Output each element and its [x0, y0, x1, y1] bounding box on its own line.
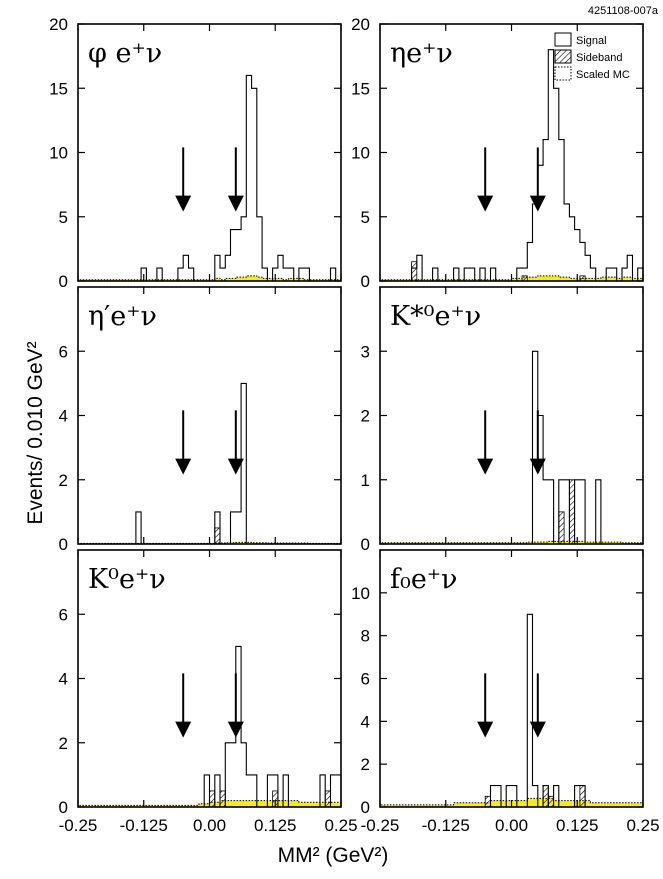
legend: Signal Sideband Scaled MC [554, 32, 630, 81]
y-tick-label: 4 [59, 670, 68, 689]
sideband-bar [558, 511, 565, 545]
cut-arrow-head [529, 195, 546, 212]
panel-0: 0 5 10 15 20 φ e⁺ν [49, 15, 342, 291]
x-axis-title: MM² (GeV²) [278, 844, 389, 867]
y-tick-label: 10 [49, 144, 68, 163]
y-tick-label: 0 [59, 535, 68, 554]
sideband-bar [219, 790, 226, 808]
panel-5: 0 2 4 6 8 10 -0.25 -0.125 0.00 0.125 0.25 f₀e⁺ν [351, 549, 660, 835]
cut-arrow-head [477, 195, 494, 212]
sideband-bar [214, 527, 221, 545]
y-tick-label: 0 [361, 535, 370, 554]
signal-histogram [380, 613, 643, 808]
x-tick-label: 0.125 [254, 816, 297, 835]
signal-histogram [78, 645, 342, 808]
x-tick-label: 0.00 [193, 816, 226, 835]
sideband-bar [568, 479, 576, 545]
y-tick-label: 2 [361, 755, 370, 774]
y-tick-label: 4 [361, 712, 370, 731]
legend-signal-swatch [554, 32, 572, 47]
y-tick-label: 5 [361, 208, 370, 227]
cut-arrow-head [477, 458, 494, 475]
y-tick-label: 0 [361, 272, 370, 291]
sideband-bar [579, 785, 586, 808]
panel-label: ηe⁺ν [390, 38, 453, 69]
legend-sideband-swatch [554, 49, 572, 64]
signal-histogram [78, 382, 341, 545]
y-tick-label: 15 [49, 79, 68, 98]
cut-arrow-head [529, 721, 546, 738]
signal-histogram [78, 74, 341, 282]
cut-arrow-head [175, 458, 192, 475]
y-tick-label: 2 [361, 407, 370, 426]
mc-line [77, 275, 342, 281]
cut-arrow-head [227, 721, 244, 738]
y-tick-label: 2 [59, 471, 68, 490]
y-tick-label: 10 [351, 144, 370, 163]
x-tick-label: 0.25 [626, 816, 659, 835]
x-tick-label: 0.00 [495, 816, 528, 835]
panel-1: 0 5 10 15 20 ηe⁺ν [351, 15, 644, 291]
cut-arrow-head [477, 721, 494, 738]
signal-histogram [380, 350, 643, 545]
mc-line [379, 540, 644, 544]
panel-4: 0 2 4 6 -0.25 -0.125 0.00 0.125 0.25 K⁰e⁺ν [59, 549, 358, 835]
y-tick-label: 6 [361, 670, 370, 689]
cut-arrow-head [175, 195, 192, 212]
sideband-bar [411, 261, 418, 282]
x-tick-label: -0.25 [361, 816, 400, 835]
sideband-bar [209, 790, 216, 808]
panel-label: φ e⁺ν [88, 38, 162, 69]
legend-mc-swatch [554, 66, 572, 81]
x-tick-label: 0.125 [556, 816, 599, 835]
panel-label: K*⁰e⁺ν [390, 301, 481, 332]
y-tick-label: 10 [351, 584, 370, 603]
panel-label: K⁰e⁺ν [88, 564, 166, 595]
cut-arrow-head [227, 195, 244, 212]
mc-line [379, 797, 644, 807]
panel-label: η′e⁺ν [88, 301, 157, 332]
cut-arrow-head [529, 458, 546, 475]
y-tick-label: 6 [59, 605, 68, 624]
x-tick-label: 0.25 [324, 816, 357, 835]
y-tick-label: 15 [351, 79, 370, 98]
legend-sideband-label: Sideband [576, 52, 623, 64]
cut-arrow-head [227, 458, 244, 475]
x-tick-label: -0.25 [59, 816, 98, 835]
x-tick-label: -0.125 [120, 816, 168, 835]
y-tick-label: 2 [59, 734, 68, 753]
figure-id: 4251108-007a [588, 5, 659, 17]
y-axis-title: Events/ 0.010 GeV² [24, 341, 47, 524]
y-tick-label: 8 [361, 627, 370, 646]
panel-2: 0 2 4 6 η′e⁺ν [59, 286, 342, 554]
y-tick-label: 4 [59, 407, 68, 426]
y-tick-label: 0 [59, 798, 68, 817]
y-tick-label: 20 [351, 15, 370, 34]
sideband-bar [324, 790, 331, 808]
mc-line [379, 275, 644, 281]
y-tick-label: 0 [59, 272, 68, 291]
sideband-bar [542, 785, 549, 808]
signal-histogram [380, 49, 644, 282]
panel-3: 0 1 2 3 K*⁰e⁺ν [361, 286, 644, 554]
y-tick-label: 6 [59, 342, 68, 361]
y-tick-label: 1 [361, 471, 370, 490]
sideband-bar [547, 795, 554, 808]
cut-arrow-head [175, 721, 192, 738]
legend-signal-label: Signal [576, 35, 607, 47]
legend-mc-label: Scaled MC [576, 69, 630, 81]
panel-label: f₀e⁺ν [390, 564, 457, 595]
y-tick-label: 20 [49, 15, 68, 34]
y-tick-label: 5 [59, 208, 68, 227]
sideband-bar [484, 795, 491, 808]
y-tick-label: 0 [361, 798, 370, 817]
x-tick-label: -0.125 [422, 816, 470, 835]
y-tick-label: 3 [361, 342, 370, 361]
